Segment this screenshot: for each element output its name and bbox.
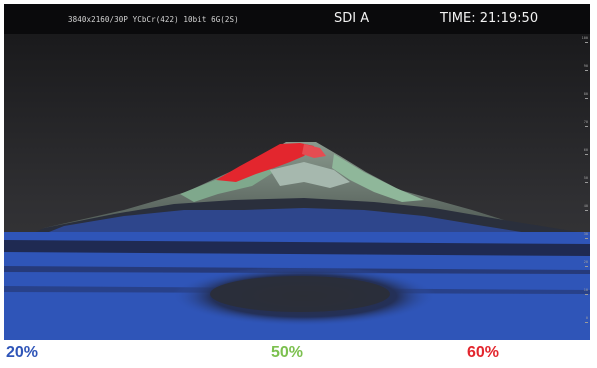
- scale-label: 10: [583, 288, 588, 292]
- input-label: SDI A: [334, 11, 370, 26]
- monitor-screen: 3840x2160/30P YCbCr(422) 10bit 6G(2S) SD…: [4, 4, 590, 340]
- scale-tick: [585, 294, 588, 295]
- scale-tick: [585, 70, 588, 71]
- scale-tick: [585, 238, 588, 239]
- red-zone-peak: [302, 144, 326, 158]
- green-zone-right: [332, 154, 424, 202]
- scale-label: 30: [583, 232, 588, 236]
- scale-label: 70: [583, 120, 588, 124]
- scale-label: 80: [583, 92, 588, 96]
- scale-label: 60: [583, 148, 588, 152]
- false-color-scene: [4, 4, 590, 340]
- scale-tick: [585, 98, 588, 99]
- mountain-reflection-core: [210, 276, 390, 312]
- scale-tick: [585, 266, 588, 267]
- scale-tick: [585, 42, 588, 43]
- scale-label: 20: [583, 260, 588, 264]
- shoreline-band: [4, 240, 590, 256]
- scale-tick: [585, 154, 588, 155]
- scale-tick: [585, 182, 588, 183]
- scale-label: 40: [583, 204, 588, 208]
- scale-label: 100: [581, 36, 588, 40]
- legend-red-label: 60%: [467, 344, 500, 361]
- signal-format: 3840x2160/30P YCbCr(422) 10bit 6G(2S): [68, 15, 239, 24]
- scale-label: 90: [583, 64, 588, 68]
- green-zone-center: [270, 162, 350, 188]
- legend-green-label: 50%: [271, 344, 304, 361]
- scale-tick: [585, 210, 588, 211]
- scale-label: 0: [585, 316, 588, 320]
- status-bar: 3840x2160/30P YCbCr(422) 10bit 6G(2S) SD…: [4, 4, 590, 34]
- scale-label: 50: [583, 176, 588, 180]
- red-zone: [216, 143, 314, 182]
- scale-tick: [585, 322, 588, 323]
- time-readout: TIME: 21:19:50: [440, 11, 539, 26]
- exposure-legend: 20% 50% 60%: [0, 342, 597, 366]
- false-color-scale: 100 90 80 70 60 50 40 30 20 10 0: [578, 34, 590, 340]
- legend-blue-label: 20%: [6, 344, 39, 361]
- scale-tick: [585, 126, 588, 127]
